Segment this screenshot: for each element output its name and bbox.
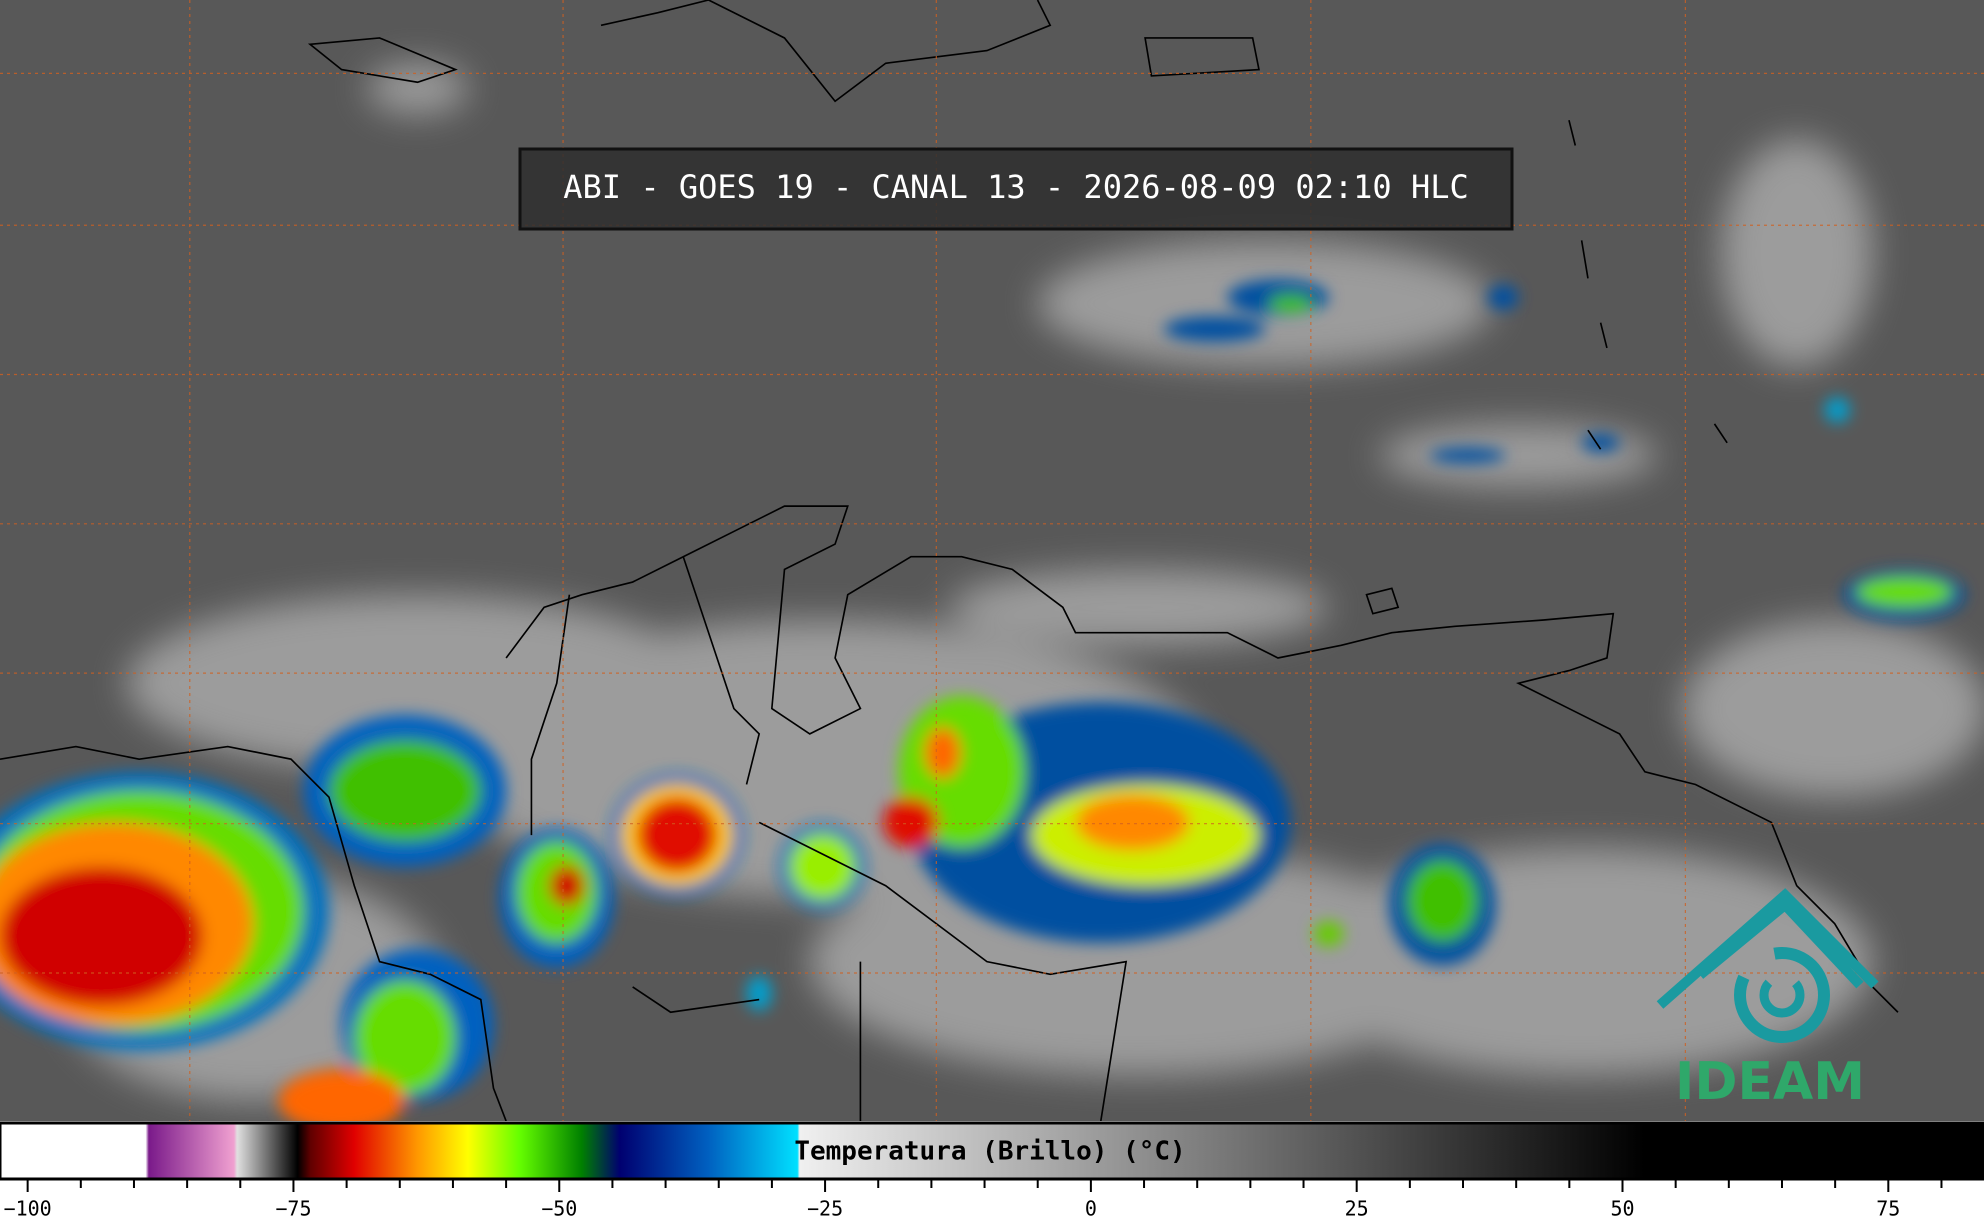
tick-label: 25 [1345, 1197, 1369, 1221]
logo-text: IDEAM [1675, 1052, 1865, 1112]
tick-label: 50 [1610, 1197, 1634, 1221]
colorbar-gradient [0, 1121, 1984, 1181]
tick-label: −100 [4, 1197, 52, 1221]
colorbar-label: Temperatura (Brillo) (°C) [794, 1137, 1185, 1167]
lat-lon-grid [0, 0, 1984, 1121]
tick-label: −75 [275, 1197, 311, 1221]
tick-label: 75 [1876, 1197, 1900, 1221]
tick-label: 0 [1085, 1197, 1097, 1221]
map: ABI - GOES 19 - CANAL 13 - 2026-08-09 02… [0, 0, 1984, 1121]
title: ABI - GOES 19 - CANAL 13 - 2026-08-09 02… [563, 168, 1468, 206]
tick-label: −25 [807, 1197, 843, 1221]
tick-label: −50 [541, 1197, 577, 1221]
title-box: ABI - GOES 19 - CANAL 13 - 2026-08-09 02… [518, 147, 1514, 231]
logo: IDEAM [1656, 888, 1879, 1112]
colorbar: Temperatura (Brillo) (°C) −100 −75 −50 −25 0… [0, 1121, 1984, 1222]
